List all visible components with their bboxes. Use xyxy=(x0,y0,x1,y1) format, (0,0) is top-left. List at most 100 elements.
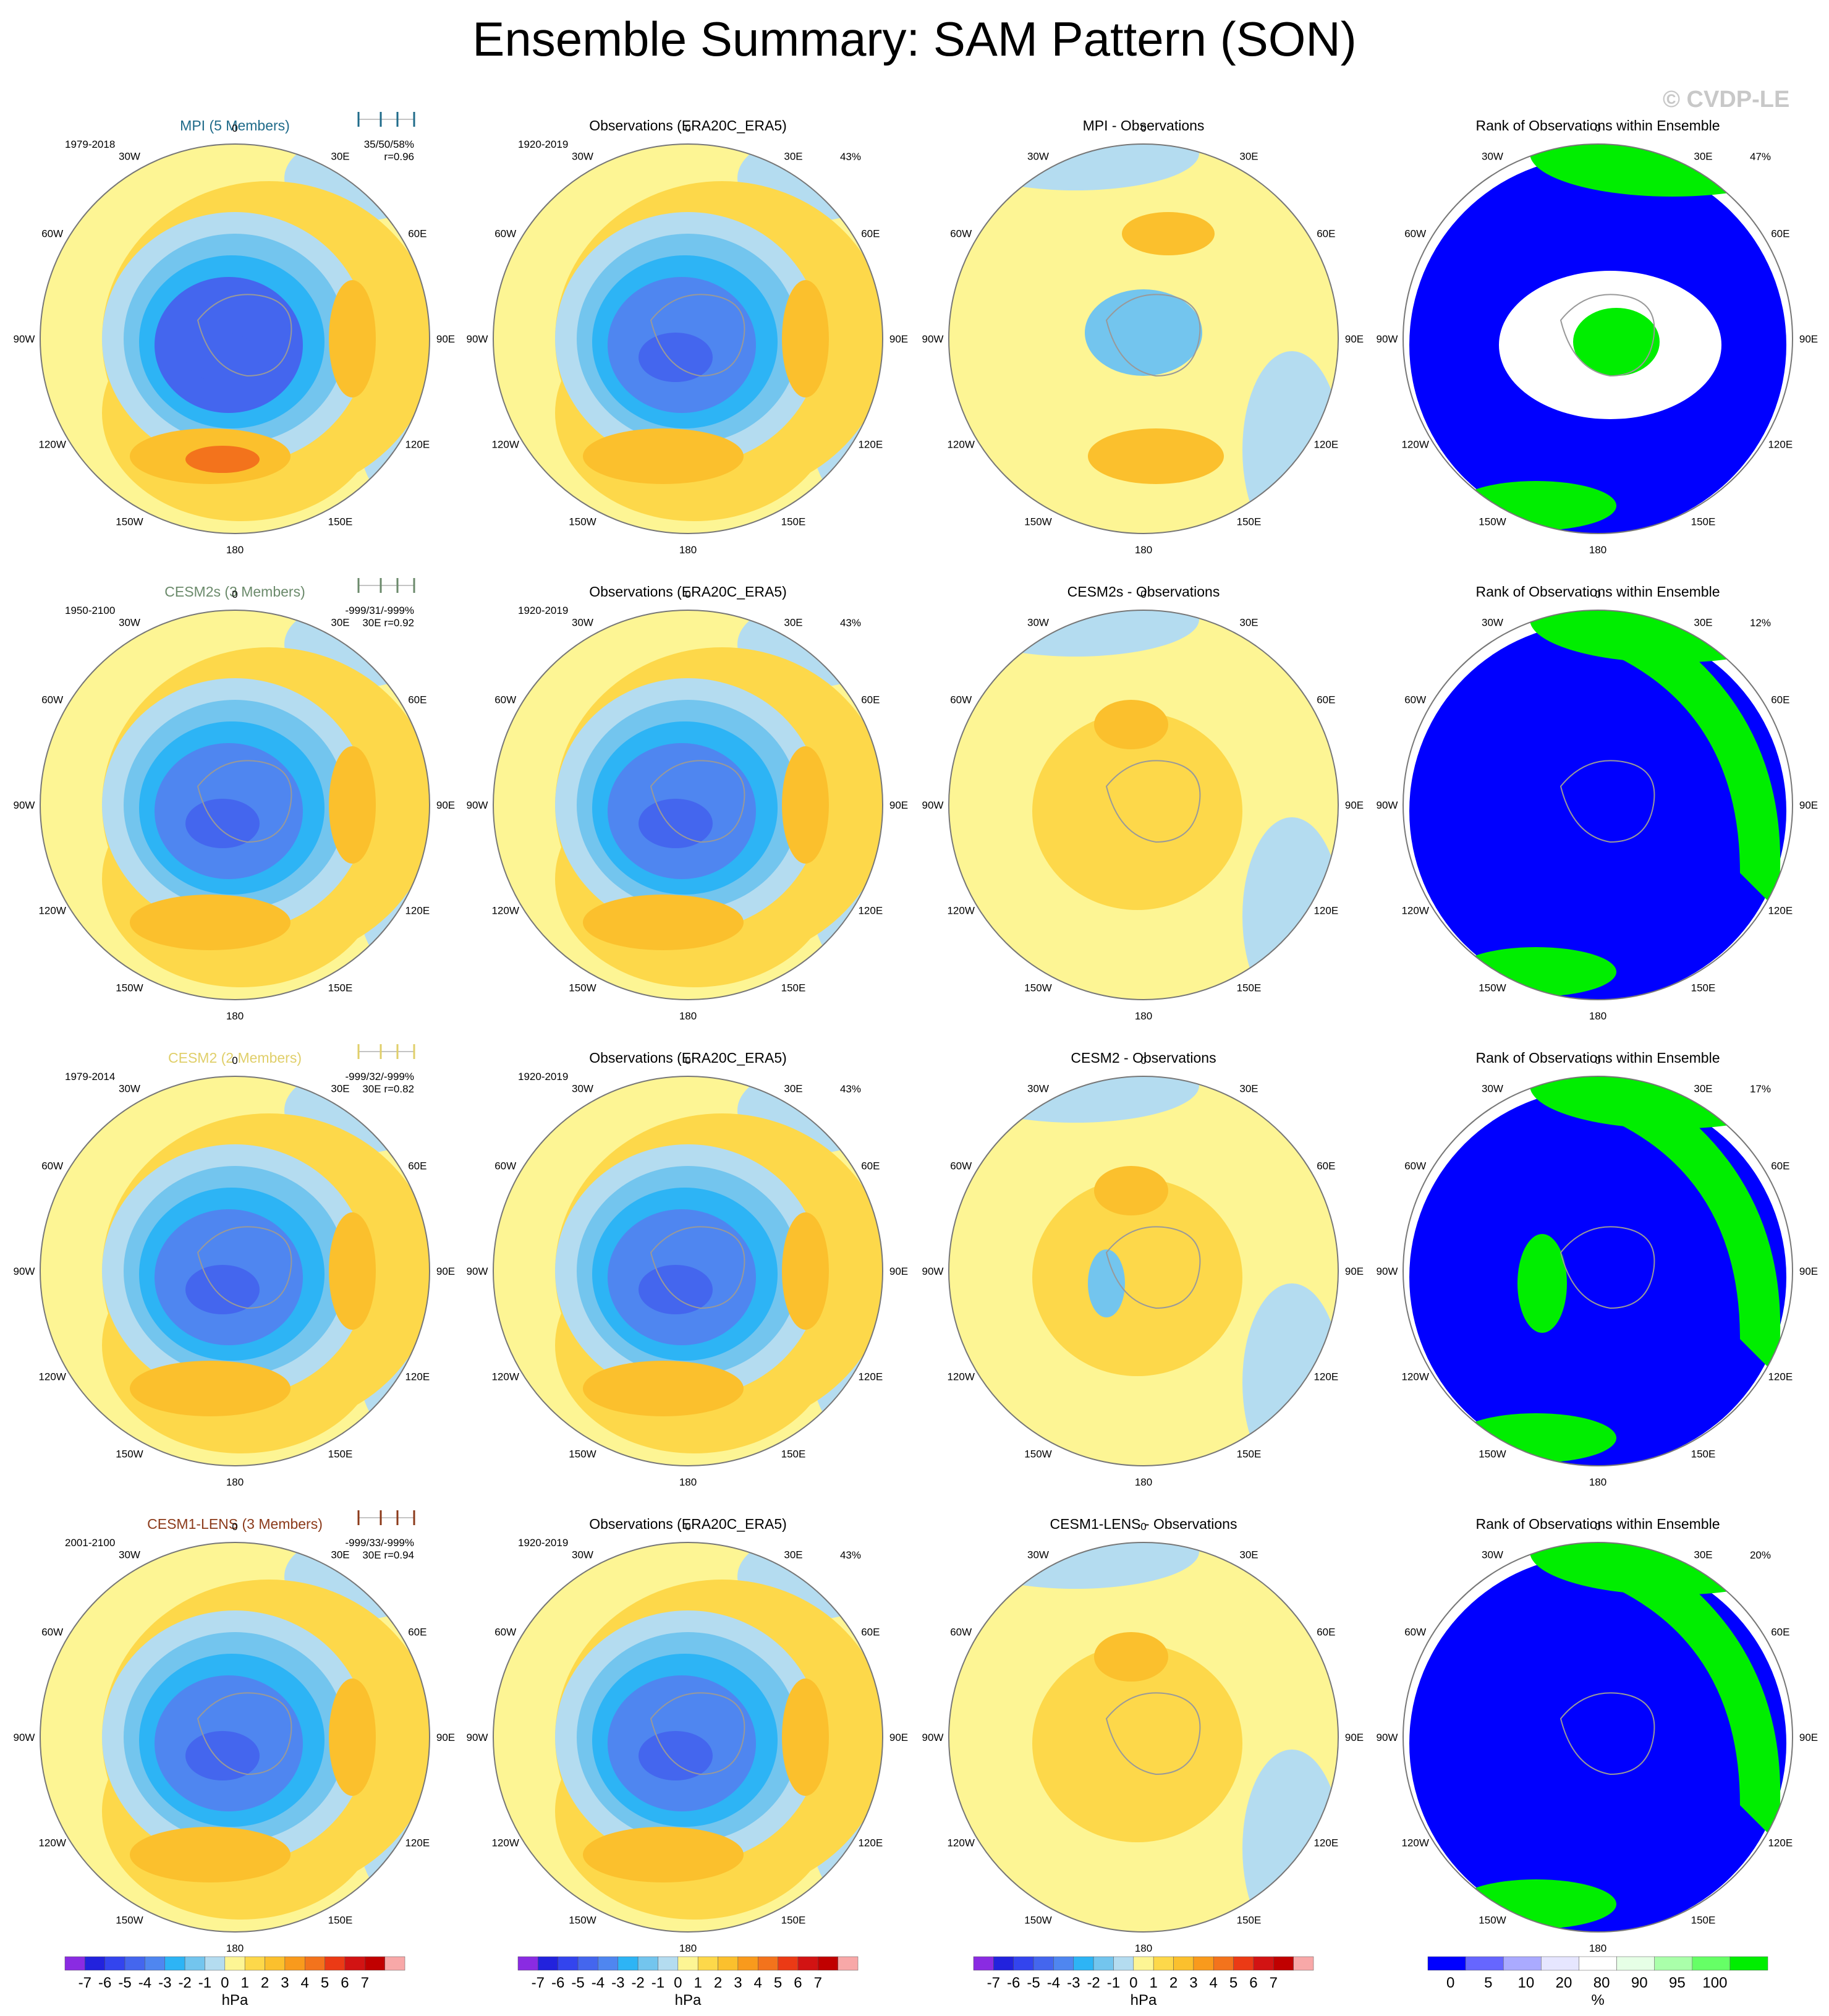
lon-label-90E: 90E xyxy=(436,1732,455,1743)
colorbar-swatch xyxy=(1273,1956,1294,1971)
model-period: 1950-2100 xyxy=(65,605,115,616)
obs-pct: 43% xyxy=(840,617,861,629)
lon-label-120W: 120W xyxy=(38,439,66,451)
polar-map-model-1: 0 30E 60E 90E 120E 150E 180 150W 120W 90W 60W 30W xyxy=(14,122,456,556)
lon-label-120W: 120W xyxy=(947,905,974,917)
colorbar-swatch xyxy=(1293,1956,1314,1971)
lon-label-180: 180 xyxy=(1135,1942,1152,1954)
colorbar-label: 1 xyxy=(1149,1975,1157,1991)
colorbar-swatch xyxy=(265,1956,286,1971)
lon-label-0: 0 xyxy=(232,589,237,600)
lon-label-180: 180 xyxy=(226,1942,244,1954)
lon-label-150E: 150E xyxy=(781,1914,806,1926)
colorbar-swatch xyxy=(244,1956,265,1971)
colorbar-label: 95 xyxy=(1669,1975,1686,1991)
model-period: 1979-2018 xyxy=(65,138,115,150)
lon-label-0: 0 xyxy=(232,122,237,134)
lon-label-30E: 30E xyxy=(1694,1083,1712,1095)
colorbar-label: -2 xyxy=(631,1975,644,1991)
colorbar-label: 7 xyxy=(361,1975,369,1991)
polar-map-diff-1: 0 30E 60E 90E 120E 150E 180 150W 120W 90W 60W 30W xyxy=(922,122,1364,556)
colorbar-percent: 0 5 10 20 80 90 95 100% xyxy=(1427,1956,1768,2009)
lon-label-150W: 150W xyxy=(1479,982,1506,993)
lon-label-150W: 150W xyxy=(569,1448,596,1460)
polar-map-diff-3: 0 30E 60E 90E 120E 150E 180 150W 120W 90W 60W 30W xyxy=(922,1055,1364,1488)
lon-label-120E: 120E xyxy=(1313,905,1338,917)
lon-label-60W: 60W xyxy=(41,694,63,706)
colorbar-label: 0 xyxy=(1446,1975,1454,1991)
model-title: MPI (5 Members) xyxy=(180,117,290,134)
lon-label-0: 0 xyxy=(685,589,690,600)
lon-label-30E: 30E xyxy=(784,1549,802,1561)
colorbar-swatch xyxy=(1579,1956,1617,1971)
polar-map-model-2: 0 30E 60E 90E 120E 150E 180 150W 120W 90W 60W 30W xyxy=(14,589,456,1022)
lon-label-120W: 120W xyxy=(1401,1837,1428,1849)
coastline xyxy=(1105,1692,1201,1776)
obs-title: Observations (ERA20C_ERA5) xyxy=(589,117,787,134)
colorbar-label: 2 xyxy=(714,1975,722,1991)
colorbar-label: 0 xyxy=(221,1975,229,1991)
lon-label-30E: 30E xyxy=(1239,617,1258,629)
colorbar-swatch xyxy=(1465,1956,1504,1971)
lon-label-90W: 90W xyxy=(467,333,488,345)
colorbar-label: -6 xyxy=(1007,1975,1020,1991)
field-contour xyxy=(329,280,376,398)
lon-label-60W: 60W xyxy=(41,1160,63,1172)
lon-label-120W: 120W xyxy=(947,1837,974,1849)
field-contour xyxy=(583,1361,744,1416)
lon-label-30E: 30E xyxy=(784,1083,802,1095)
colorbar-swatch xyxy=(184,1956,205,1971)
lon-label-120E: 120E xyxy=(858,1837,883,1849)
colorbar-swatch xyxy=(1692,1956,1731,1971)
map-border xyxy=(40,1542,430,1933)
colorbar-swatch xyxy=(718,1956,739,1971)
colorbar-label: 4 xyxy=(1210,1975,1218,1991)
lon-label-150E: 150E xyxy=(1237,516,1262,527)
lon-label-120E: 120E xyxy=(1313,1371,1338,1383)
field-contour xyxy=(639,799,713,848)
model-correlation: 30E r=0.94 xyxy=(362,1549,414,1561)
lon-label-60E: 60E xyxy=(861,694,880,706)
lon-label-150E: 150E xyxy=(1237,1448,1262,1460)
colorbar-swatch xyxy=(517,1956,538,1971)
lon-label-30W: 30W xyxy=(572,1549,593,1561)
lon-label-90W: 90W xyxy=(467,799,488,811)
colorbar-label: -4 xyxy=(592,1975,605,1991)
lon-label-150W: 150W xyxy=(116,1448,143,1460)
lon-label-120E: 120E xyxy=(1768,439,1793,451)
model-stats: -999/31/-999% xyxy=(345,605,414,616)
colorbar-swatch xyxy=(1253,1956,1274,1971)
coastline xyxy=(197,760,292,843)
lon-label-120W: 120W xyxy=(1401,439,1428,451)
colorbar-swatch xyxy=(697,1956,718,1971)
colorbar-swatch xyxy=(344,1956,365,1971)
lon-label-90W: 90W xyxy=(922,799,944,811)
lon-label-90W: 90W xyxy=(922,1265,944,1277)
colorbar-label: -7 xyxy=(79,1975,91,1991)
model-period: 2001-2100 xyxy=(65,1537,115,1549)
colorbar-label: 4 xyxy=(301,1975,309,1991)
lon-label-180: 180 xyxy=(679,544,697,556)
field-contour xyxy=(185,333,260,382)
colorbar-swatch xyxy=(384,1956,405,1971)
colorbar-swatch xyxy=(124,1956,145,1971)
lon-label-90W: 90W xyxy=(14,1732,35,1743)
polar-map-model-3: 0 30E 60E 90E 120E 150E 180 150W 120W 90W 60W 30W xyxy=(14,1055,456,1488)
field-contour xyxy=(185,1265,260,1314)
field-contour xyxy=(1088,428,1224,484)
coastline xyxy=(650,1692,745,1776)
colorbar-swatch xyxy=(1073,1956,1094,1971)
colorbar-label: 3 xyxy=(281,1975,289,1991)
model-stats: -999/32/-999% xyxy=(345,1071,414,1082)
rank-title: Rank of Observations within Ensemble xyxy=(1475,584,1720,600)
rank-pct: 12% xyxy=(1750,617,1771,629)
colorbar-label: 7 xyxy=(814,1975,822,1991)
colorbar-swatch xyxy=(1093,1956,1114,1971)
lon-label-30E: 30E xyxy=(1239,1549,1258,1561)
colorbar-swatch xyxy=(558,1956,579,1971)
lon-label-60W: 60W xyxy=(41,228,63,240)
field-contour xyxy=(329,1678,376,1796)
colorbar-label: -3 xyxy=(611,1975,624,1991)
colorbar-swatch xyxy=(1113,1956,1134,1971)
lon-label-180: 180 xyxy=(1135,544,1152,556)
